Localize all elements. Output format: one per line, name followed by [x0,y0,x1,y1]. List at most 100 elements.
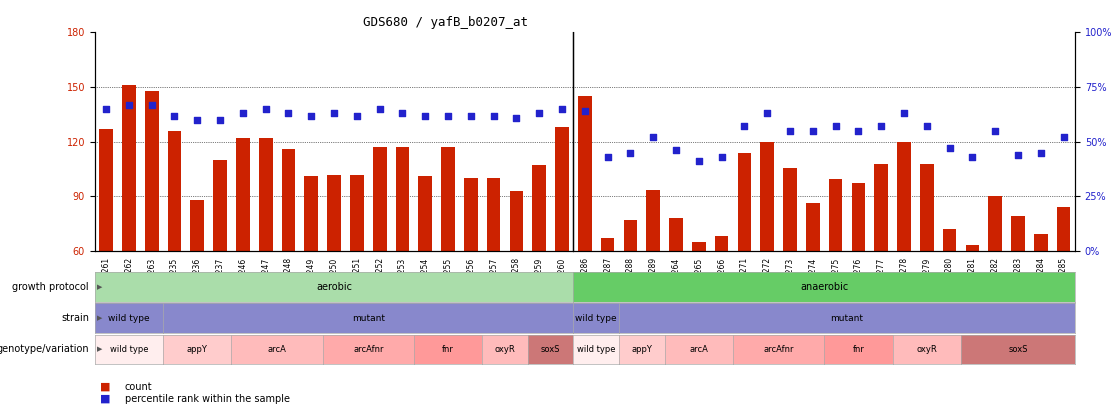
Point [554,106,571,112]
Point [280,110,297,117]
Bar [670,218,683,251]
Bar [874,164,888,251]
Text: ■: ■ [100,382,110,392]
Bar [373,147,387,251]
Text: arcAfnr: arcAfnr [763,345,794,354]
Bar [988,196,1003,251]
Text: genotype/variation: genotype/variation [0,344,89,354]
Point [1032,149,1049,156]
Bar [465,178,478,251]
Bar [624,220,637,251]
Text: fnr: fnr [442,345,455,354]
Text: appY: appY [187,345,207,354]
Point [97,106,115,112]
Bar [692,242,705,251]
Point [234,110,252,117]
Bar [145,91,158,251]
Bar [851,183,866,251]
Point [759,110,776,117]
Text: mutant: mutant [352,313,384,323]
Text: ▶: ▶ [97,315,102,321]
Text: appY: appY [632,345,653,354]
Text: wild type: wild type [576,313,617,323]
Bar [600,238,615,251]
Bar [282,149,295,251]
Point [781,128,799,134]
Point [827,123,844,130]
Text: ▶: ▶ [97,284,102,290]
Bar [167,131,182,251]
Point [713,154,731,160]
Point [576,108,594,114]
Point [166,112,184,119]
Text: mutant: mutant [831,313,863,323]
Point [896,110,913,117]
Point [644,134,662,141]
Point [393,110,411,117]
Point [986,128,1004,134]
Bar [350,175,363,251]
Point [667,147,685,154]
Point [508,115,526,121]
Bar [1034,234,1047,251]
Bar [555,127,569,251]
Bar [123,85,136,251]
Text: wild type: wild type [577,345,616,354]
Text: oxyR: oxyR [917,345,937,354]
Text: GDS680 / yafB_b0207_at: GDS680 / yafB_b0207_at [363,16,528,29]
Point [188,117,206,123]
Text: percentile rank within the sample: percentile rank within the sample [125,394,290,404]
Bar [920,164,934,251]
Bar [737,153,751,251]
Point [439,112,457,119]
Text: strain: strain [61,313,89,323]
Bar [487,178,500,251]
Point [872,123,890,130]
Bar [395,147,409,251]
Text: soxS: soxS [541,345,560,354]
Point [485,112,502,119]
Point [690,158,707,165]
Point [348,112,365,119]
Bar [761,142,774,251]
Point [371,106,389,112]
Point [735,123,753,130]
Bar [942,229,957,251]
Point [256,106,274,112]
Text: wild type: wild type [109,345,148,354]
Text: count: count [125,382,153,392]
Point [1009,151,1027,158]
Text: ■: ■ [100,394,110,404]
Text: wild type: wild type [108,313,149,323]
Bar [99,129,113,251]
Bar [190,200,204,251]
Bar [304,177,319,251]
Point [212,117,229,123]
Bar [966,245,979,251]
Bar [897,142,911,251]
Point [462,112,480,119]
Bar [509,191,524,251]
Text: growth protocol: growth protocol [12,282,89,292]
Bar [532,166,546,251]
Text: fnr: fnr [852,345,864,354]
Text: anaerobic: anaerobic [800,282,849,292]
Bar [441,147,455,251]
Point [598,154,616,160]
Point [622,149,639,156]
Point [143,101,160,108]
Point [325,110,343,117]
Point [850,128,868,134]
Point [417,112,434,119]
Text: arcAfnr: arcAfnr [353,345,383,354]
Bar [258,138,273,251]
Bar [1012,216,1025,251]
Bar [646,190,661,251]
Point [1055,134,1073,141]
Bar [328,175,341,251]
Bar [578,96,592,251]
Bar [807,203,820,251]
Point [940,145,958,151]
Text: arcA: arcA [267,345,286,354]
Text: arcA: arcA [690,345,709,354]
